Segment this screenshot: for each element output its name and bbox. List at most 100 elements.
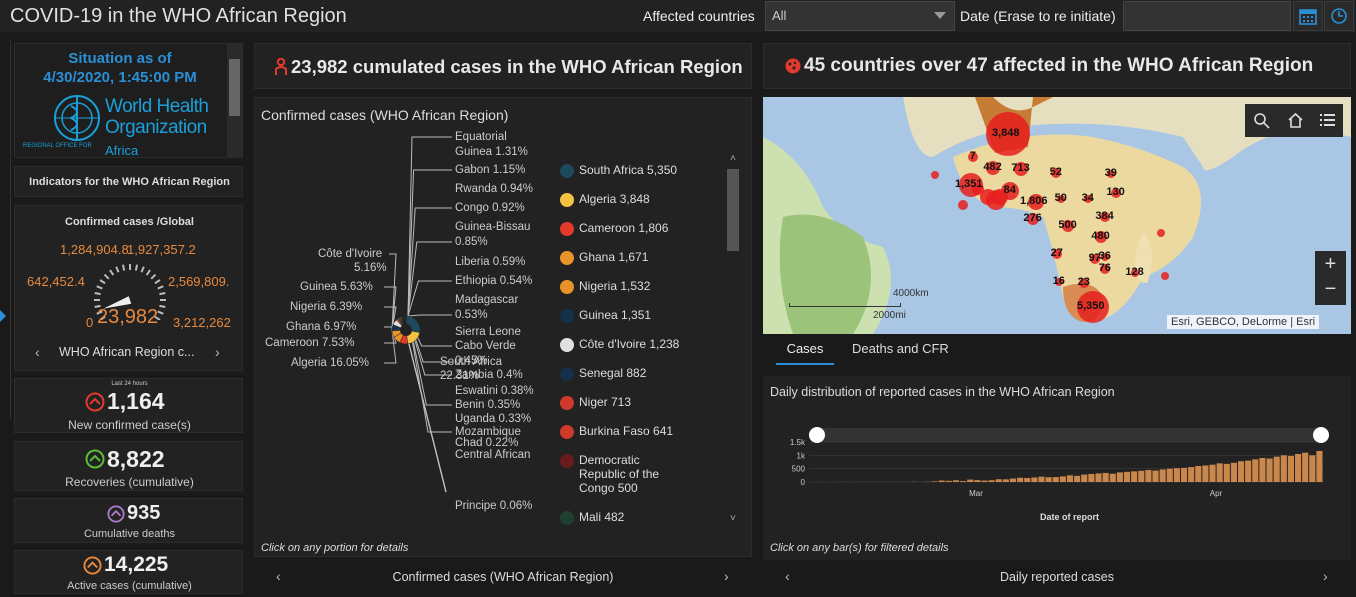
map-case-marker[interactable] <box>1100 264 1110 274</box>
map-case-marker[interactable] <box>1051 168 1061 178</box>
chevron-left-icon[interactable]: ‹ <box>276 568 281 584</box>
bar[interactable] <box>1159 469 1166 482</box>
bar[interactable] <box>1109 473 1116 482</box>
bar[interactable] <box>945 480 952 482</box>
pie-label[interactable]: Côte d'Ivoire <box>318 248 383 260</box>
pie-label[interactable]: 0.85% <box>455 236 488 248</box>
map-case-marker[interactable] <box>1107 170 1115 178</box>
bar[interactable] <box>1123 471 1131 482</box>
bar[interactable] <box>967 479 974 482</box>
bar[interactable] <box>1095 473 1102 482</box>
legend-item[interactable]: Nigeria 1,532 <box>560 279 650 294</box>
bar[interactable] <box>1237 461 1245 482</box>
bar[interactable] <box>1252 459 1259 482</box>
range-slider-track[interactable] <box>817 428 1321 442</box>
pie-label[interactable]: Mozambique <box>455 426 521 438</box>
bar[interactable] <box>1024 478 1031 482</box>
pie-label[interactable]: Principe 0.06% <box>455 500 533 512</box>
pie-label[interactable]: Guinea-Bissau <box>455 221 531 233</box>
bar[interactable] <box>1245 460 1252 482</box>
pie-label[interactable]: Sierra Leone <box>455 326 521 338</box>
bar[interactable] <box>1294 454 1302 482</box>
pie-label[interactable]: Nigeria 6.39% <box>290 301 363 313</box>
map-case-marker[interactable] <box>1111 188 1121 198</box>
expand-panel-icon[interactable] <box>0 310 6 322</box>
pie-label[interactable]: Ghana 6.97% <box>286 321 357 333</box>
pie-label[interactable]: 0.53% <box>455 309 488 321</box>
chevron-down-icon[interactable]: ˅ <box>730 513 736 524</box>
map-case-marker[interactable] <box>1028 194 1044 210</box>
bar[interactable] <box>1195 466 1202 482</box>
bar[interactable] <box>1066 475 1074 482</box>
range-slider-handle-right[interactable] <box>1313 427 1329 443</box>
pie-label[interactable]: Rwanda 0.94% <box>455 183 533 195</box>
legend-item[interactable]: Algeria 3,848 <box>560 192 650 207</box>
map-case-marker[interactable] <box>1055 278 1063 286</box>
map-case-marker[interactable] <box>986 161 1000 175</box>
map-case-marker[interactable] <box>1090 254 1100 264</box>
bar[interactable] <box>1031 477 1038 482</box>
scrollbar-thumb[interactable] <box>727 169 739 251</box>
pie-label[interactable]: Cabo Verde <box>455 340 516 352</box>
map-case-marker[interactable] <box>986 112 1030 156</box>
map-case-marker[interactable] <box>1062 220 1074 232</box>
tab-cases[interactable]: Cases <box>776 341 834 365</box>
map-case-marker[interactable] <box>1131 269 1139 277</box>
legend-item[interactable]: Niger 713 <box>560 395 631 410</box>
scrollbar-thumb[interactable] <box>229 59 240 116</box>
bar[interactable] <box>1152 470 1159 482</box>
bar[interactable] <box>1273 456 1280 482</box>
date-input[interactable] <box>1123 1 1291 31</box>
legend-item[interactable]: Côte d'Ivoire 1,238 <box>560 337 679 352</box>
pie-label[interactable]: Gabon 1.15% <box>455 164 526 176</box>
map-case-marker[interactable] <box>959 173 983 197</box>
pie-label[interactable]: Cameroon 7.53% <box>265 337 355 349</box>
pie-label[interactable]: Ethiopia 0.54% <box>455 275 533 287</box>
bar[interactable] <box>1002 479 1009 482</box>
bar[interactable] <box>1173 468 1180 482</box>
legend-item[interactable]: Cameroon 1,806 <box>560 221 668 236</box>
map-case-marker[interactable] <box>968 152 978 162</box>
bar[interactable] <box>974 480 981 482</box>
pie-label[interactable]: Eswatini 0.38% <box>455 385 534 397</box>
bar[interactable] <box>1223 463 1230 482</box>
bar[interactable] <box>1145 470 1152 482</box>
bar[interactable] <box>1216 463 1223 482</box>
pie-label[interactable]: Equatorial <box>455 131 507 143</box>
map-case-marker[interactable] <box>1001 182 1019 200</box>
clock-button[interactable] <box>1324 1 1354 31</box>
legend-item[interactable]: Mali 482 <box>560 510 624 525</box>
bar[interactable] <box>1059 476 1066 482</box>
bar[interactable] <box>938 480 945 482</box>
chevron-right-icon[interactable]: › <box>215 344 220 360</box>
bar[interactable] <box>1202 465 1209 482</box>
legend-scrollbar[interactable]: ˄ ˅ <box>725 153 740 525</box>
chevron-right-icon[interactable]: › <box>724 568 729 584</box>
bar[interactable] <box>1209 464 1216 482</box>
pie-label[interactable]: Chad 0.22% <box>455 437 519 449</box>
pie-label[interactable]: Liberia 0.59% <box>455 256 526 268</box>
map-case-marker[interactable] <box>1027 213 1039 225</box>
bar[interactable] <box>1259 458 1266 482</box>
pie-label[interactable]: South Africa <box>440 356 503 368</box>
legend-item[interactable]: Burkina Faso 641 <box>560 424 673 439</box>
pie-label[interactable]: Zambia 0.4% <box>455 369 523 381</box>
pie-label[interactable]: Central African <box>455 449 531 461</box>
map-case-marker[interactable] <box>931 171 939 179</box>
map-case-marker[interactable] <box>1052 249 1062 259</box>
bar[interactable] <box>1280 455 1287 482</box>
map-case-marker[interactable] <box>1084 195 1092 203</box>
legend-item[interactable]: Democratic Republic of the Congo 500 <box>560 453 689 495</box>
bar[interactable] <box>1287 455 1294 482</box>
bar[interactable] <box>1052 477 1059 482</box>
chevron-right-icon[interactable]: › <box>1323 568 1328 584</box>
bar[interactable] <box>1188 467 1195 482</box>
map-case-marker[interactable] <box>1079 278 1089 288</box>
chevron-left-icon[interactable]: ‹ <box>35 344 40 360</box>
legend-item[interactable]: Ghana 1,671 <box>560 250 648 265</box>
calendar-button[interactable] <box>1293 1 1323 31</box>
bar[interactable] <box>1017 477 1024 482</box>
bar[interactable] <box>1180 467 1188 482</box>
bar[interactable] <box>1131 471 1138 482</box>
bar[interactable] <box>981 480 988 482</box>
